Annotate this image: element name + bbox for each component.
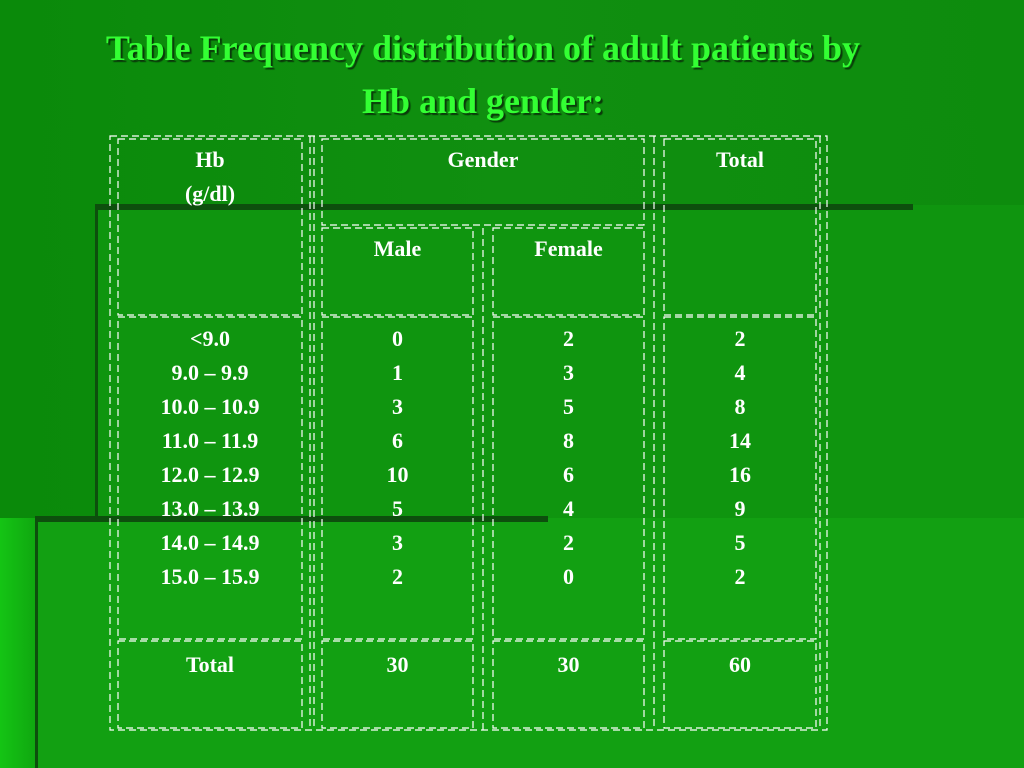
totals-label: Total bbox=[185, 652, 235, 677]
header-gender: Gender bbox=[447, 147, 519, 172]
header-total: Total bbox=[715, 147, 765, 172]
header-female: Female bbox=[534, 236, 603, 261]
table-cell: 4 bbox=[734, 360, 746, 385]
table-cell: 2 bbox=[392, 564, 403, 589]
table-cell: 5 bbox=[563, 394, 574, 419]
table-cell: 3 bbox=[392, 530, 403, 555]
table-cell: 14 bbox=[729, 428, 751, 453]
column-total-values: 2 4 8 14 16 9 5 2 bbox=[664, 322, 816, 594]
table-cell: 2 bbox=[563, 326, 574, 351]
table-cell: <9.0 bbox=[189, 326, 231, 351]
totals-female: 30 bbox=[557, 652, 580, 677]
slide-title-line1: Table Frequency distribution of adult pa… bbox=[105, 28, 861, 68]
table-cell: 12.0 – 12.9 bbox=[160, 462, 260, 487]
table-cell: 4 bbox=[563, 496, 574, 521]
header-hb-line2: (g/dl) bbox=[184, 181, 236, 206]
table-cell: 6 bbox=[563, 462, 574, 487]
table-cell: 0 bbox=[392, 326, 403, 351]
table-cell: 9.0 – 9.9 bbox=[171, 360, 249, 385]
header-hb: Hb (g/dl) bbox=[118, 143, 302, 211]
table-cell: 14.0 – 14.9 bbox=[160, 530, 260, 555]
table-cell: 13.0 – 13.9 bbox=[160, 496, 260, 521]
table-cell: 0 bbox=[563, 564, 574, 589]
table-cell: 5 bbox=[734, 530, 746, 555]
table-cell: 10.0 – 10.9 bbox=[160, 394, 260, 419]
table-cell: 8 bbox=[734, 394, 746, 419]
table-cell: 3 bbox=[392, 394, 403, 419]
totals-total: 60 bbox=[729, 652, 751, 677]
column-female-values: 2 3 5 8 6 4 2 0 bbox=[493, 322, 644, 594]
column-hb-values: <9.0 9.0 – 9.9 10.0 – 10.9 11.0 – 11.9 1… bbox=[118, 322, 302, 594]
header-male: Male bbox=[373, 236, 422, 261]
table-cell: 15.0 – 15.9 bbox=[160, 564, 260, 589]
table-cell: 10 bbox=[386, 462, 409, 487]
table-cell: 2 bbox=[734, 564, 746, 589]
decorative-bar bbox=[95, 210, 98, 520]
decorative-bar bbox=[35, 522, 38, 768]
table-cell: 2 bbox=[734, 326, 746, 351]
table-cell: 5 bbox=[392, 496, 403, 521]
background-edge-left bbox=[0, 518, 35, 768]
totals-male: 30 bbox=[386, 652, 409, 677]
column-male-values: 0 1 3 6 10 5 3 2 bbox=[322, 322, 473, 594]
table-cell: 3 bbox=[563, 360, 574, 385]
slide-title: Table Frequency distribution of adult pa… bbox=[0, 22, 978, 128]
table-cell: 6 bbox=[392, 428, 403, 453]
table-cell: 1 bbox=[392, 360, 403, 385]
table-cell: 9 bbox=[734, 496, 746, 521]
table-cell: 16 bbox=[729, 462, 751, 487]
table-cell: 8 bbox=[563, 428, 574, 453]
table-cell: 11.0 – 11.9 bbox=[161, 428, 259, 453]
table-cell: 2 bbox=[563, 530, 574, 555]
slide-title-line2: Hb and gender: bbox=[361, 81, 605, 121]
header-hb-line1: Hb bbox=[195, 147, 225, 172]
